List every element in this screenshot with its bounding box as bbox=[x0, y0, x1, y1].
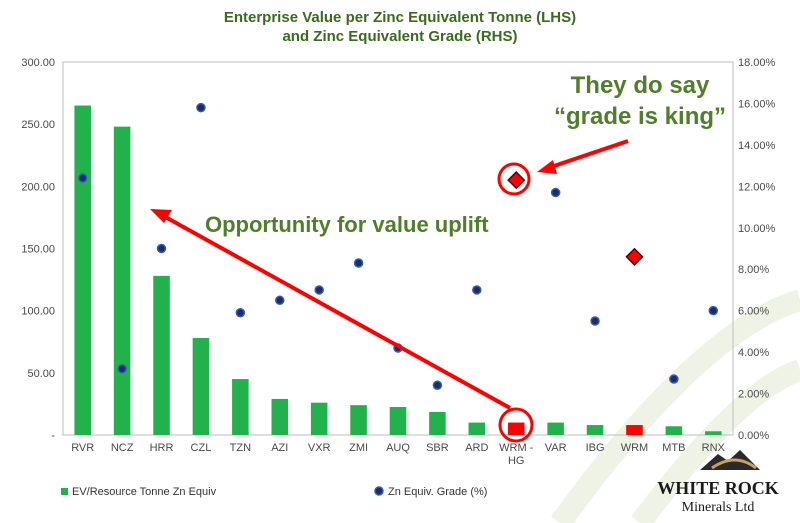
grade-marker-highlight bbox=[625, 247, 644, 266]
bar bbox=[74, 105, 91, 436]
x-axis-tick-label: CZL bbox=[191, 442, 212, 454]
left-axis-tick-label: 150.00 bbox=[21, 244, 55, 256]
bar bbox=[192, 338, 210, 435]
left-y-axis: - 50.00 100.00 150.00 200.00 250.00 300.00 bbox=[21, 57, 55, 442]
legend-bar-swatch bbox=[61, 488, 68, 495]
grade-annotation-line-1: They do say bbox=[571, 72, 710, 99]
left-axis-tick-label: - bbox=[51, 430, 55, 442]
x-axis-tick-label: MTB bbox=[662, 442, 685, 454]
background-swoosh bbox=[551, 289, 800, 523]
right-axis-tick-label: 14.00% bbox=[738, 140, 776, 152]
grade-arrow bbox=[547, 139, 629, 170]
bar bbox=[310, 402, 328, 435]
grade-marker bbox=[432, 380, 443, 391]
right-axis-tick-label: 2.00% bbox=[738, 389, 769, 401]
bar bbox=[665, 426, 683, 435]
grade-marker-highlight bbox=[507, 171, 526, 190]
bar bbox=[468, 422, 486, 435]
x-axis-tick-label: AZI bbox=[271, 442, 288, 454]
x-axis-tick-label: NCZ bbox=[111, 442, 134, 454]
right-axis-tick-label: 12.00% bbox=[738, 181, 776, 193]
left-axis-tick-label: 300.00 bbox=[21, 57, 55, 69]
x-axis-tick-label: WRM bbox=[621, 442, 649, 454]
bar-highlight bbox=[507, 422, 525, 435]
x-axis-tick-label: RVR bbox=[71, 442, 94, 454]
bar bbox=[389, 407, 407, 435]
legend-dot-label: Zn Equiv. Grade (%) bbox=[388, 486, 487, 498]
chart-title-line-1: Enterprise Value per Zinc Equivalent Ton… bbox=[224, 9, 576, 26]
legend: EV/Resource Tonne Zn Equiv Zn Equiv. Gra… bbox=[61, 486, 487, 498]
x-axis-tick-label: TZN bbox=[230, 442, 251, 454]
x-axis-tick-label: RNX bbox=[702, 442, 726, 454]
grade-arrowhead bbox=[537, 160, 557, 174]
bar-series bbox=[74, 105, 722, 436]
grade-marker bbox=[275, 295, 285, 306]
bar bbox=[232, 379, 249, 435]
bar bbox=[350, 405, 367, 435]
logo-mountain-highlight bbox=[711, 458, 757, 470]
right-axis-tick-label: 8.00% bbox=[738, 264, 769, 276]
right-axis-tick-label: 18.00% bbox=[738, 57, 776, 69]
x-axis-tick-label: ZMI bbox=[349, 442, 368, 454]
grade-marker bbox=[314, 285, 324, 295]
bar bbox=[547, 422, 564, 435]
opportunity-arrow bbox=[159, 212, 511, 410]
logo-subtitle: Minerals Ltd bbox=[682, 500, 755, 515]
grade-marker bbox=[472, 285, 482, 295]
legend-dot-swatch bbox=[374, 486, 384, 496]
x-axis-tick-label: VXR bbox=[308, 442, 331, 454]
x-axis-tick-label: HRR bbox=[150, 442, 174, 454]
grade-marker bbox=[156, 243, 167, 254]
bar bbox=[705, 431, 722, 435]
opportunity-annotation: Opportunity for value uplift bbox=[205, 212, 489, 237]
grade-marker bbox=[353, 258, 364, 268]
x-axis-tick-label: AUQ bbox=[386, 442, 410, 454]
grade-marker bbox=[708, 305, 719, 316]
left-axis-tick-label: 250.00 bbox=[21, 119, 55, 131]
right-axis-tick-label: 10.00% bbox=[738, 223, 776, 235]
left-axis-tick-label: 50.00 bbox=[27, 368, 55, 380]
grade-marker bbox=[117, 363, 127, 374]
opportunity-arrowhead bbox=[150, 209, 172, 223]
left-axis-tick-label: 200.00 bbox=[21, 181, 55, 193]
bar bbox=[271, 398, 289, 435]
bar bbox=[153, 275, 170, 435]
logo-name: WHITE ROCK bbox=[657, 478, 779, 498]
bar bbox=[586, 425, 604, 435]
annotation-arrows bbox=[150, 139, 629, 443]
right-axis-tick-label: 6.00% bbox=[738, 306, 769, 318]
grade-marker bbox=[590, 316, 600, 326]
right-axis-tick-label: 16.00% bbox=[738, 98, 776, 110]
highlight-circle-bar bbox=[498, 407, 534, 443]
company-logo: WHITE ROCK Minerals Ltd bbox=[657, 450, 779, 515]
right-axis-tick-label: 4.00% bbox=[738, 347, 769, 359]
grade-marker bbox=[669, 374, 679, 384]
right-y-axis: 0.00% 2.00% 4.00% 6.00% 8.00% 10.00% 12.00% 14.… bbox=[738, 57, 776, 442]
x-axis-tick-label: SBR bbox=[426, 442, 449, 454]
grade-annotation-line-2: “grade is king” bbox=[554, 103, 726, 130]
bar bbox=[429, 411, 446, 435]
bar-highlight bbox=[626, 425, 643, 435]
chart-title-line-2: and Zinc Equivalent Grade (RHS) bbox=[282, 28, 517, 45]
x-axis-labels: RVR NCZ HRR CZL TZN AZI VXR ZMI AUQ SBR ARD WRM -HG… bbox=[71, 442, 725, 467]
x-axis-tick-label: WRM - bbox=[499, 442, 534, 454]
right-axis-tick-label: 0.00% bbox=[738, 430, 769, 442]
x-axis-tick-label: HG bbox=[508, 455, 525, 467]
left-axis-tick-label: 100.00 bbox=[21, 306, 55, 318]
grade-marker bbox=[235, 307, 246, 318]
grade-marker bbox=[77, 173, 88, 183]
highlight-circle-marker bbox=[497, 162, 531, 196]
x-axis-tick-label: VAR bbox=[545, 442, 567, 454]
grade-marker bbox=[550, 187, 561, 198]
x-axis-tick-label: ARD bbox=[465, 442, 488, 454]
bar bbox=[113, 126, 131, 436]
legend-bar-label: EV/Resource Tonne Zn Equiv bbox=[72, 486, 217, 498]
grade-marker bbox=[196, 102, 206, 113]
x-axis-tick-label: IBG bbox=[586, 442, 605, 454]
